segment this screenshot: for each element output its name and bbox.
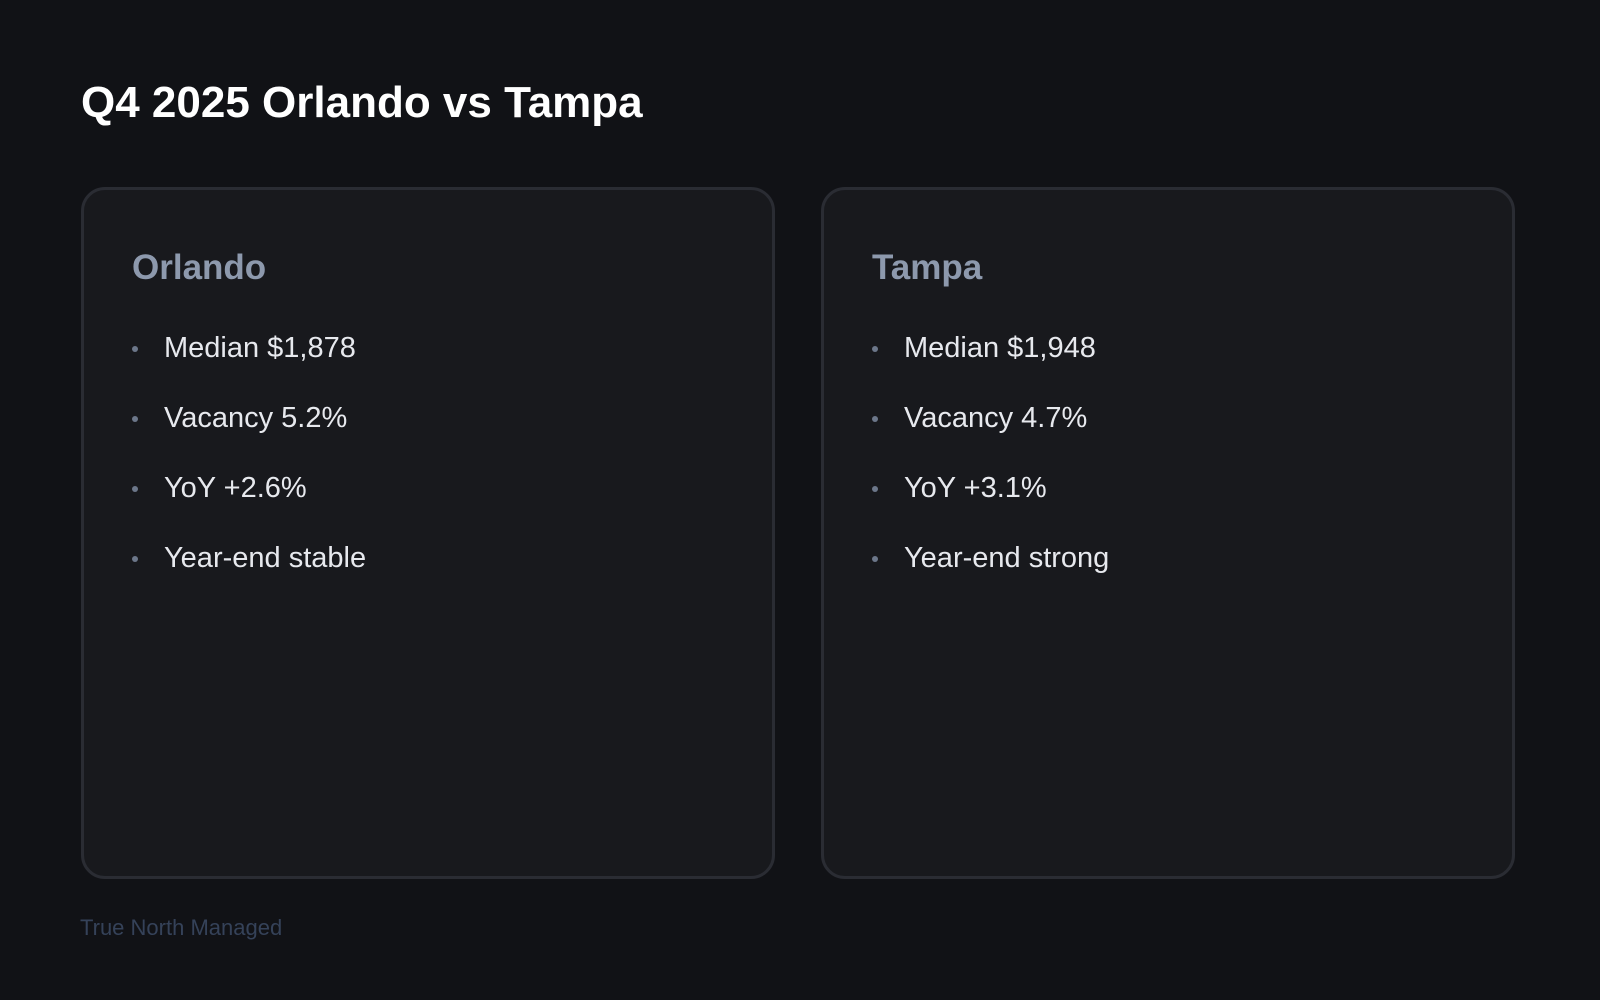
list-item: YoY +3.1% <box>872 472 1109 542</box>
metric-text: Vacancy 4.7% <box>904 402 1088 434</box>
bullet-icon <box>132 346 138 352</box>
metric-text: Vacancy 5.2% <box>164 402 348 434</box>
orlando-card: Orlando Median $1,878 Vacancy 5.2% YoY +… <box>81 187 775 879</box>
list-item: Median $1,948 <box>872 332 1109 402</box>
metric-text: YoY +3.1% <box>904 472 1047 504</box>
metric-text: Year-end strong <box>904 542 1110 574</box>
page-title: Q4 2025 Orlando vs Tampa <box>81 78 643 127</box>
list-item: Median $1,878 <box>132 332 366 402</box>
metric-text: Year-end stable <box>164 542 367 574</box>
tampa-card: Tampa Median $1,948 Vacancy 4.7% YoY +3.… <box>821 187 1515 879</box>
bullet-icon <box>872 486 878 492</box>
bullet-icon <box>132 556 138 562</box>
list-item: Year-end strong <box>872 542 1109 612</box>
metric-text: Median $1,878 <box>164 332 356 364</box>
bullet-icon <box>872 416 878 422</box>
metric-text: Median $1,948 <box>904 332 1096 364</box>
list-item: YoY +2.6% <box>132 472 366 542</box>
card-heading: Tampa <box>872 248 983 287</box>
list-item: Vacancy 5.2% <box>132 402 366 472</box>
footer-brand: True North Managed <box>80 915 283 940</box>
list-item: Vacancy 4.7% <box>872 402 1109 472</box>
metric-list: Median $1,878 Vacancy 5.2% YoY +2.6% Yea… <box>132 332 366 612</box>
metric-list: Median $1,948 Vacancy 4.7% YoY +3.1% Yea… <box>872 332 1109 612</box>
card-heading: Orlando <box>132 248 267 287</box>
list-item: Year-end stable <box>132 542 366 612</box>
metric-text: YoY +2.6% <box>164 472 307 504</box>
bullet-icon <box>132 416 138 422</box>
bullet-icon <box>872 346 878 352</box>
bullet-icon <box>132 486 138 492</box>
bullet-icon <box>872 556 878 562</box>
